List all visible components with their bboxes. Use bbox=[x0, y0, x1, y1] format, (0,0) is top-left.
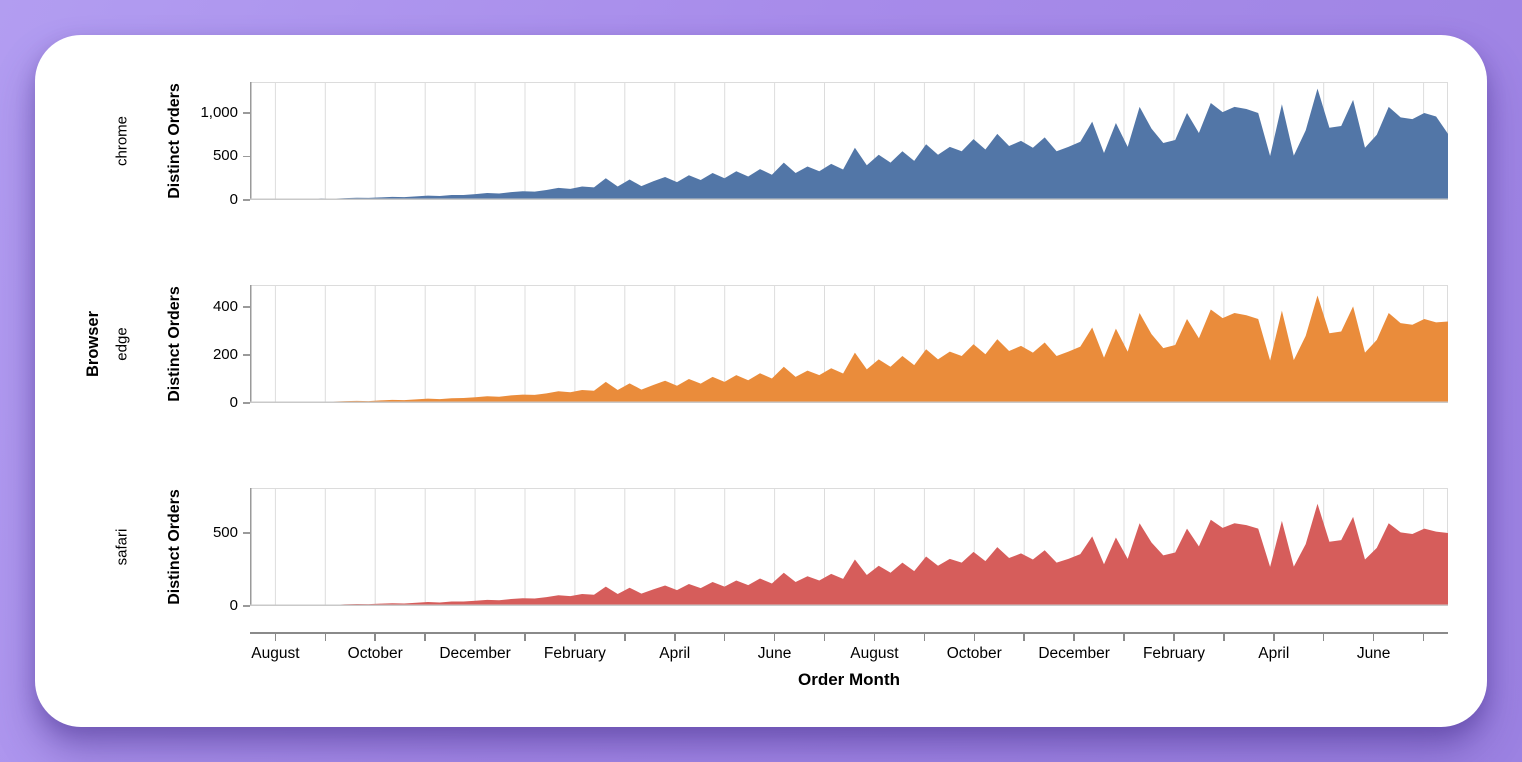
x-axis-title: Order Month bbox=[798, 670, 900, 689]
y-tick-label: 0 bbox=[229, 394, 238, 411]
x-tick-mark bbox=[923, 634, 926, 641]
x-tick-mark bbox=[374, 634, 376, 641]
area-series-edge bbox=[250, 295, 1448, 403]
x-tick-mark bbox=[424, 634, 426, 641]
x-tick-mark bbox=[823, 634, 826, 641]
x-tick-mark bbox=[1073, 634, 1075, 641]
x-tick-mark bbox=[1023, 634, 1025, 641]
x-tick-label: June bbox=[757, 645, 792, 662]
x-tick-mark bbox=[1223, 634, 1225, 641]
x-tick-mark bbox=[773, 634, 776, 641]
facet-plot-edge bbox=[250, 285, 1448, 403]
facet-label-safari: safari bbox=[113, 528, 131, 566]
area-series-safari bbox=[250, 503, 1448, 606]
y-tick-label: 1,000 bbox=[200, 103, 238, 121]
y-tick-mark bbox=[243, 605, 250, 607]
x-axis-line bbox=[250, 632, 1448, 634]
y-axis-title-chrome: Distinct Orders bbox=[166, 83, 183, 199]
x-tick-mark bbox=[873, 634, 876, 641]
facet-borders bbox=[250, 488, 1448, 606]
facet-borders bbox=[250, 82, 1448, 200]
y-tick-label: 500 bbox=[212, 523, 238, 541]
x-tick-label: October bbox=[946, 645, 1002, 662]
y-tick-label: 0 bbox=[229, 191, 238, 208]
y-tick-mark bbox=[243, 199, 250, 201]
y-tick-mark bbox=[243, 112, 250, 114]
y-tick-mark bbox=[243, 354, 250, 356]
y-tick-mark bbox=[243, 155, 250, 158]
x-tick-label: August bbox=[251, 645, 300, 662]
area-series-chrome bbox=[250, 88, 1448, 200]
x-tick-mark bbox=[1372, 634, 1375, 641]
y-tick-mark bbox=[243, 402, 250, 404]
y-axis-title-safari: Distinct Orders bbox=[166, 489, 183, 605]
x-tick-mark bbox=[574, 634, 576, 641]
x-tick-label: October bbox=[347, 645, 403, 662]
x-tick-label: February bbox=[1142, 645, 1205, 662]
y-tick-mark bbox=[243, 306, 250, 308]
x-tick-mark bbox=[624, 634, 626, 641]
x-tick-mark bbox=[1123, 634, 1125, 641]
y-tick-label: 200 bbox=[212, 346, 238, 364]
x-tick-mark bbox=[1322, 634, 1325, 641]
x-tick-label: June bbox=[1356, 645, 1391, 662]
x-tick-label: December bbox=[439, 645, 511, 662]
facet-label-edge: edge bbox=[113, 327, 131, 361]
x-tick-mark bbox=[723, 634, 726, 641]
x-tick-label: April bbox=[1258, 645, 1290, 662]
x-tick-mark bbox=[1273, 634, 1275, 641]
x-tick-mark bbox=[1422, 634, 1425, 641]
facet-axis-title: Browser bbox=[83, 310, 102, 378]
facet-label-chrome: chrome bbox=[113, 115, 131, 167]
x-tick-label: August bbox=[850, 645, 899, 662]
x-tick-mark bbox=[674, 634, 676, 641]
x-tick-mark bbox=[524, 634, 526, 641]
y-tick-label: 400 bbox=[212, 298, 238, 316]
x-tick-label: April bbox=[659, 645, 691, 662]
x-tick-mark bbox=[324, 634, 327, 641]
y-tick-label: 500 bbox=[212, 147, 238, 165]
x-tick-label: February bbox=[543, 645, 606, 662]
x-tick-mark bbox=[274, 634, 277, 641]
facet-plot-chrome bbox=[250, 82, 1448, 200]
x-tick-mark bbox=[973, 634, 976, 641]
x-tick-label: December bbox=[1038, 645, 1110, 662]
facet-borders bbox=[250, 285, 1448, 403]
y-tick-mark bbox=[243, 532, 250, 534]
y-tick-label: 0 bbox=[229, 597, 238, 614]
facet-plot-safari bbox=[250, 488, 1448, 606]
x-tick-mark bbox=[474, 634, 476, 641]
x-tick-mark bbox=[1173, 634, 1175, 641]
y-axis-title-edge: Distinct Orders bbox=[166, 286, 183, 402]
